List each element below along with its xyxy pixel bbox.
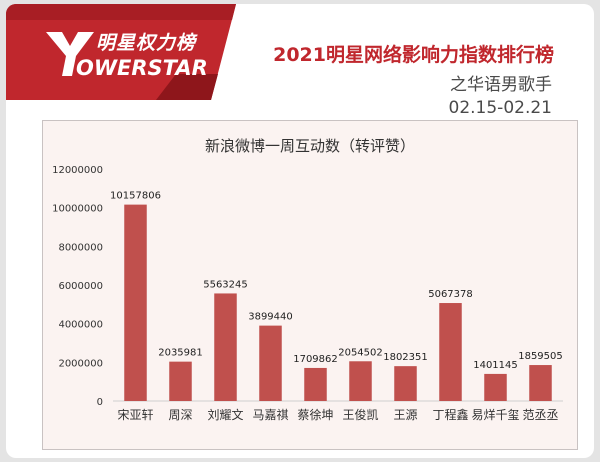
brand-name-cn: 明星权力榜: [96, 32, 197, 54]
x-tick-label: 易烊千玺: [471, 408, 519, 422]
x-tick-label: 范丞丞: [522, 408, 558, 422]
y-tick-label: 2000000: [58, 358, 103, 369]
x-tick-label: 王源: [393, 408, 417, 422]
chart-panel: 新浪微博一周互动数（转评赞） 0 2000000 4000000 6000000 800…: [42, 120, 578, 450]
y-tick-label: 4000000: [58, 320, 103, 331]
brand-name-en: OWERSTAR: [76, 56, 208, 80]
powerstar-logo-icon: [46, 32, 94, 76]
y-tick-label: 10000000: [52, 204, 103, 215]
x-tick-label: 周深: [168, 408, 192, 422]
bar-value-label: 1802351: [383, 352, 428, 363]
bar-7: [394, 366, 417, 401]
category-label: 之华语男歌手: [450, 75, 552, 95]
chart-card: 明星权力榜 OWERSTAR 2021明星网络影响力指数排行榜 之华语男歌手 0…: [6, 4, 594, 458]
bar-8: [439, 303, 462, 401]
bar-6: [349, 361, 372, 401]
y-tick-label: 6000000: [58, 281, 103, 292]
bar-value-label: 2035981: [158, 348, 203, 359]
x-tick-label: 蔡徐坤: [297, 407, 333, 422]
bar-chart: 新浪微博一周互动数（转评赞） 0 2000000 4000000 6000000 800…: [52, 137, 563, 422]
x-tick-label: 马嘉祺: [252, 408, 288, 422]
page-title: 2021明星网络影响力指数排行榜: [273, 44, 554, 66]
bar-1: [124, 204, 147, 401]
x-tick-label: 丁程鑫: [432, 407, 468, 422]
bar-3: [214, 293, 237, 401]
x-tick-label: 王俊凯: [342, 407, 378, 422]
chart-bars: 10157806 宋亚轩 2035981 周深 5563245 刘耀文 3899440 马嘉祺…: [110, 191, 563, 422]
bar-9: [484, 373, 507, 401]
bar-value-label: 5563245: [203, 279, 248, 290]
bar-4: [259, 325, 282, 401]
y-tick-label: 12000000: [52, 165, 103, 176]
bar-value-label: 3899440: [248, 312, 293, 323]
chart-title: 新浪微博一周互动数（转评赞）: [205, 137, 415, 155]
bar-2: [169, 361, 192, 401]
bar-10: [529, 365, 552, 401]
bar-value-label: 1709862: [293, 354, 338, 365]
date-range: 02.15-02.21: [448, 98, 552, 118]
bar-value-label: 10157806: [110, 191, 161, 202]
y-tick-label: 0: [97, 397, 103, 408]
x-tick-label: 刘耀文: [207, 407, 243, 422]
y-tick-label: 8000000: [58, 242, 103, 253]
bar-5: [304, 367, 327, 401]
bar-value-label: 1859505: [518, 351, 563, 362]
x-tick-label: 宋亚轩: [117, 407, 153, 422]
bar-value-label: 5067378: [428, 289, 473, 300]
bar-value-label: 1401145: [473, 360, 518, 371]
bar-value-label: 2054502: [338, 347, 383, 358]
